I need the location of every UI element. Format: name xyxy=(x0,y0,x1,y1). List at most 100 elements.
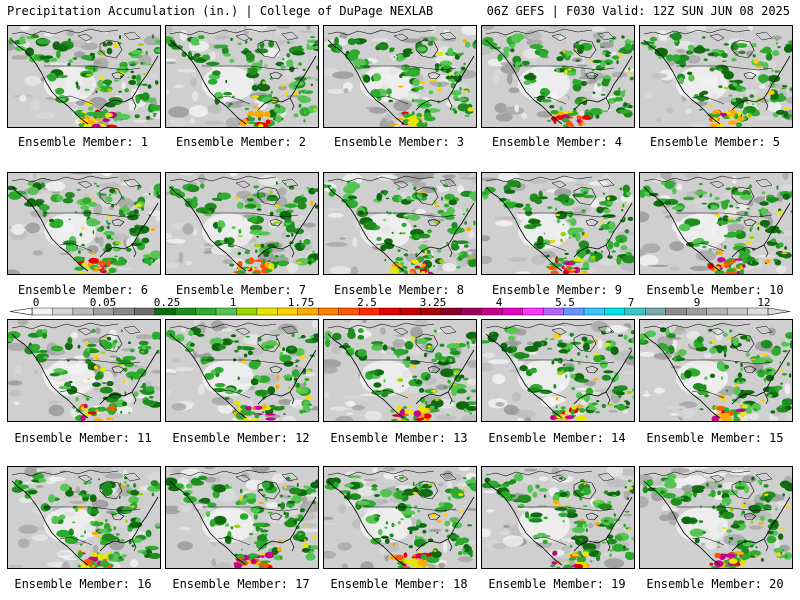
scale-arrow-left xyxy=(9,307,33,316)
color-scale-swatch xyxy=(726,307,749,316)
ensemble-map-panel xyxy=(481,466,635,569)
precip-map xyxy=(324,467,476,568)
ensemble-map-panel xyxy=(639,172,793,275)
color-scale-tick-label: 0 xyxy=(32,296,40,309)
ensemble-map-panel xyxy=(165,466,319,569)
color-scale-swatch xyxy=(440,307,462,316)
ensemble-map-panel xyxy=(7,172,161,275)
color-scale-swatch xyxy=(706,307,728,316)
ensemble-member-caption: Ensemble Member: 13 xyxy=(330,431,468,445)
precip-map xyxy=(482,467,634,568)
ensemble-member-caption: Ensemble Member: 2 xyxy=(175,135,307,149)
ensemble-member-caption: Ensemble Member: 10 xyxy=(646,283,784,297)
ensemble-member-caption: Ensemble Member: 3 xyxy=(333,135,465,149)
ensemble-member-caption: Ensemble Member: 4 xyxy=(491,135,623,149)
ensemble-member-caption: Ensemble Member: 8 xyxy=(333,283,465,297)
precip-map xyxy=(8,173,160,274)
color-scale-swatch xyxy=(277,307,299,316)
color-scale-tick-label: 4 xyxy=(495,296,503,309)
precip-map xyxy=(324,26,476,127)
precip-map xyxy=(640,26,792,127)
color-scale-swatch xyxy=(420,307,442,316)
precip-map xyxy=(8,320,160,421)
precip-map xyxy=(482,26,634,127)
ensemble-map-panel xyxy=(639,466,793,569)
color-scale-swatch xyxy=(154,307,176,316)
ensemble-map-panel xyxy=(323,25,477,128)
precip-map xyxy=(8,26,160,127)
color-scale-tick-label: 0.25 xyxy=(153,296,181,309)
ensemble-member-caption: Ensemble Member: 17 xyxy=(172,577,310,591)
ensemble-member-caption: Ensemble Member: 19 xyxy=(488,577,626,591)
color-scale-swatch xyxy=(686,307,708,316)
color-scale-tick-label: 0.05 xyxy=(89,296,117,309)
color-scale-swatch xyxy=(256,307,278,316)
color-scale-swatch xyxy=(338,307,360,316)
color-scale-swatch xyxy=(236,307,258,316)
ensemble-member-caption: Ensemble Member: 14 xyxy=(488,431,626,445)
ensemble-member-caption: Ensemble Member: 6 xyxy=(17,283,149,297)
precip-map xyxy=(8,467,160,568)
color-scale-tick-label: 9 xyxy=(693,296,701,309)
color-scale-swatch xyxy=(522,307,544,316)
ensemble-map-panel xyxy=(639,25,793,128)
ensemble-map-panel xyxy=(7,319,161,422)
ensemble-member-caption: Ensemble Member: 16 xyxy=(14,577,152,591)
precip-map xyxy=(482,173,634,274)
ensemble-map-panel xyxy=(323,319,477,422)
color-scale-swatch xyxy=(195,307,217,316)
scale-arrow-right xyxy=(767,307,791,316)
color-scale-swatch xyxy=(502,307,524,316)
color-scale-swatch xyxy=(215,307,237,316)
color-scale-swatch xyxy=(481,307,503,316)
ensemble-member-caption: Ensemble Member: 20 xyxy=(646,577,784,591)
precip-color-scale xyxy=(9,307,791,316)
color-scale-swatch xyxy=(113,307,135,316)
ensemble-member-caption: Ensemble Member: 11 xyxy=(14,431,152,445)
ensemble-map-panel xyxy=(481,172,635,275)
color-scale-tick-label: 3.25 xyxy=(419,296,447,309)
color-scale-swatch xyxy=(318,307,340,316)
color-scale-swatch xyxy=(379,307,401,316)
color-scale-tick-label: 1 xyxy=(229,296,237,309)
color-scale-swatch xyxy=(297,307,319,316)
ensemble-member-caption: Ensemble Member: 18 xyxy=(330,577,468,591)
ensemble-member-caption: Ensemble Member: 12 xyxy=(172,431,310,445)
color-scale-swatch xyxy=(134,307,156,316)
color-scale-swatch xyxy=(563,307,585,316)
ensemble-map-panel xyxy=(323,172,477,275)
ensemble-map-panel xyxy=(639,319,793,422)
color-scale-swatch xyxy=(72,307,94,316)
color-scale-swatch xyxy=(665,307,687,316)
color-scale-swatch xyxy=(399,307,421,316)
ensemble-map-panel xyxy=(481,25,635,128)
ensemble-map-panel xyxy=(7,466,161,569)
color-scale-swatch xyxy=(461,307,483,316)
color-scale-tick-label: 1.75 xyxy=(287,296,315,309)
color-scale-swatch xyxy=(174,307,197,316)
color-scale-tick-label: 7 xyxy=(627,296,635,309)
precip-map xyxy=(324,320,476,421)
color-scale-swatch xyxy=(52,307,74,316)
color-scale-swatch xyxy=(624,307,646,316)
ensemble-map-panel xyxy=(481,319,635,422)
color-scale-swatch xyxy=(645,307,667,316)
color-scale-swatch xyxy=(542,307,565,316)
ensemble-member-caption: Ensemble Member: 15 xyxy=(646,431,784,445)
ensemble-map-panel xyxy=(323,466,477,569)
precip-map xyxy=(166,173,318,274)
color-scale-swatch xyxy=(358,307,381,316)
precip-map xyxy=(640,173,792,274)
precip-map xyxy=(640,320,792,421)
color-scale-tick-label: 12 xyxy=(757,296,771,309)
precip-map xyxy=(640,467,792,568)
color-scale-swatch xyxy=(747,307,769,316)
color-scale-tick-label: 2.5 xyxy=(357,296,377,309)
header-title: Precipitation Accumulation (in.) | Colle… xyxy=(7,4,434,18)
color-scale-swatch xyxy=(31,307,53,316)
color-scale-swatch xyxy=(93,307,115,316)
ensemble-map-panel xyxy=(165,319,319,422)
precip-map xyxy=(166,26,318,127)
precip-map xyxy=(324,173,476,274)
ensemble-member-caption: Ensemble Member: 5 xyxy=(649,135,781,149)
